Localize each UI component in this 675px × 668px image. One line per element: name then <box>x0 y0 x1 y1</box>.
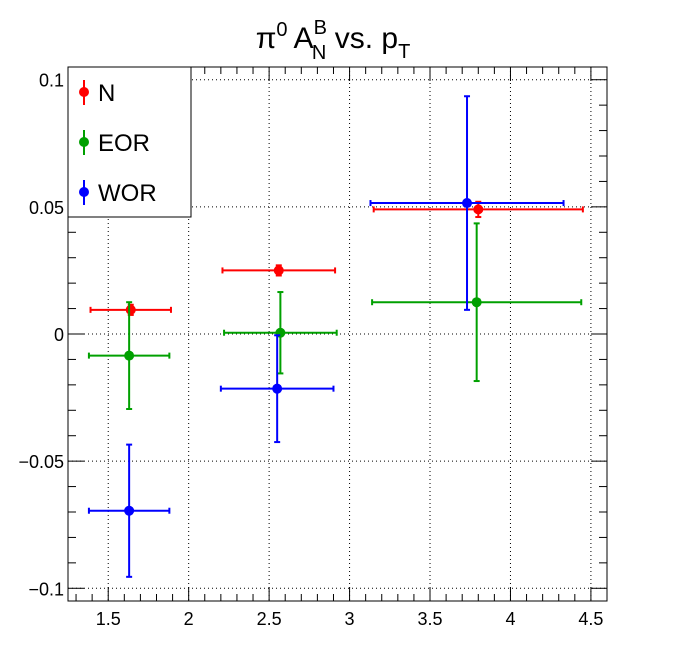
x-tick-label: 3 <box>345 609 355 629</box>
data-marker <box>124 350 135 361</box>
data-point <box>219 334 335 444</box>
data-points <box>87 95 584 578</box>
data-marker <box>272 383 283 394</box>
x-tick-label: 4 <box>505 609 515 629</box>
data-point <box>87 443 171 578</box>
data-point <box>372 200 584 219</box>
legend-entry-n: N <box>79 80 115 107</box>
data-point <box>369 95 565 311</box>
x-tick-label: 1.5 <box>96 609 121 629</box>
data-point <box>371 222 583 383</box>
legend-label-wor: WOR <box>98 180 157 207</box>
chart-title: π0 AB N vs. pT <box>256 17 411 64</box>
x-tick-label: 2.5 <box>257 609 282 629</box>
y-tick-label: 0 <box>54 325 64 345</box>
y-tick-label: −0.05 <box>18 452 64 472</box>
axes: 1.5 2 2.5 3 3.5 4 4.5 −0.1 −0.05 0 0.05 0.1 <box>18 67 608 629</box>
data-marker <box>471 297 482 308</box>
data-marker <box>473 204 484 215</box>
data-point <box>221 264 337 277</box>
legend-label-n: N <box>98 80 115 107</box>
series-wor <box>87 95 565 578</box>
data-marker <box>124 505 135 516</box>
data-marker <box>462 198 473 209</box>
series-eor <box>87 222 583 411</box>
y-tick-label: −0.1 <box>28 579 64 599</box>
data-marker <box>125 304 136 315</box>
legend-entry-eor: EOR <box>79 130 150 157</box>
x-tick-label: 4.5 <box>578 609 603 629</box>
plot-frame <box>67 66 608 602</box>
data-point <box>87 301 171 411</box>
data-marker <box>273 265 284 276</box>
x-tick-label: 3.5 <box>417 609 442 629</box>
y-tick-label: 0.1 <box>39 71 64 91</box>
y-tick-label: 0.05 <box>29 198 64 218</box>
legend-label-eor: EOR <box>98 130 150 157</box>
x-tick-label: 2 <box>184 609 194 629</box>
legend-entry-wor: WOR <box>79 180 157 207</box>
legend: N EOR WOR <box>67 66 192 218</box>
